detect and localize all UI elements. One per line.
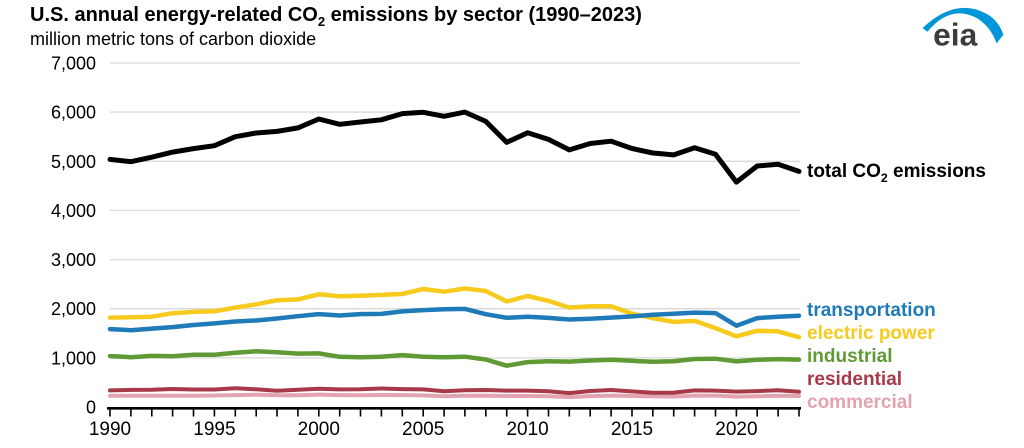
series-line-residential bbox=[108, 386, 801, 396]
y-tick-label-4000: 4,000 bbox=[51, 201, 96, 221]
series-line-industrial bbox=[107, 349, 802, 368]
series-line-transportation bbox=[107, 306, 802, 333]
series-line-commercial bbox=[108, 392, 801, 400]
series-line-total bbox=[107, 109, 802, 185]
legend-label-commercial: commercial bbox=[807, 392, 913, 413]
x-tick-label-2010: 2010 bbox=[506, 419, 548, 440]
legend-label-total: total CO2 emissions bbox=[807, 161, 986, 185]
x-tick-label-2020: 2020 bbox=[715, 419, 757, 440]
x-tick-label-1995: 1995 bbox=[193, 419, 235, 440]
legend-total-suffix: emissions bbox=[887, 161, 986, 183]
y-tick-label-0: 0 bbox=[86, 398, 96, 418]
legend-total-subscript: 2 bbox=[880, 170, 888, 185]
legend-label-residential: residential bbox=[807, 369, 903, 390]
x-tick-label-2005: 2005 bbox=[402, 419, 444, 440]
x-tick-label-1990: 1990 bbox=[89, 419, 131, 440]
chart-title-prefix: U.S. annual energy-related CO bbox=[30, 4, 318, 26]
chart-title-subscript: 2 bbox=[317, 14, 326, 29]
eia-logo-text: eia bbox=[933, 16, 977, 52]
eia-logo: eia bbox=[922, 7, 1004, 52]
series-line-electric-power bbox=[107, 286, 802, 340]
y-tick-label-7000: 7,000 bbox=[51, 54, 96, 74]
chart-units-subtitle: million metric tons of carbon dioxide bbox=[30, 29, 317, 49]
x-tick-label-2015: 2015 bbox=[611, 419, 653, 440]
x-tick-label-2000: 2000 bbox=[298, 419, 340, 440]
legend-total-prefix: total CO bbox=[807, 161, 881, 183]
chart-title-suffix: emissions by sector (1990–2023) bbox=[325, 4, 642, 26]
y-tick-label-1000: 1,000 bbox=[51, 348, 96, 368]
y-tick-label-6000: 6,000 bbox=[51, 103, 96, 123]
chart-title: U.S. annual energy-related CO2 emissions… bbox=[30, 4, 642, 29]
eia-logo-swoosh-icon bbox=[922, 7, 1004, 44]
legend-label-transportation: transportation bbox=[807, 300, 936, 321]
y-tick-label-5000: 5,000 bbox=[51, 152, 96, 172]
legend-label-industrial: industrial bbox=[807, 346, 893, 367]
y-tick-label-3000: 3,000 bbox=[51, 250, 96, 270]
legend-label-electric-power: electric power bbox=[807, 323, 935, 344]
y-tick-label-2000: 2,000 bbox=[51, 299, 96, 319]
